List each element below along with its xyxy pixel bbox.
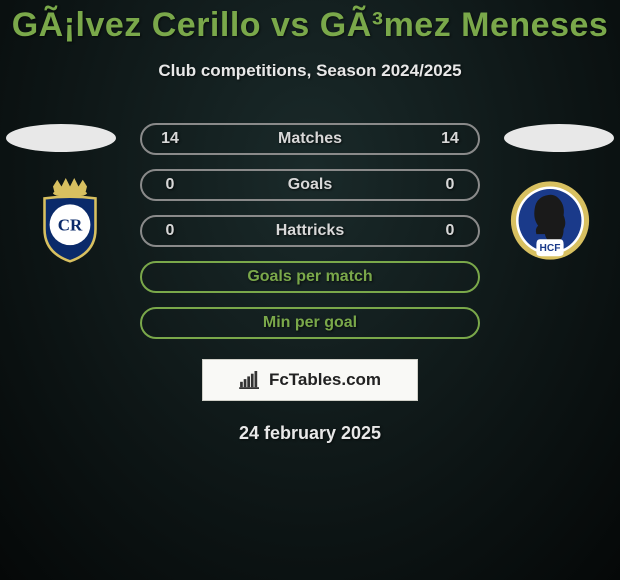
stat-right-value: 0 bbox=[436, 176, 464, 194]
brand-text: FcTables.com bbox=[269, 370, 381, 390]
infographic-container: GÃ¡lvez Cerillo vs GÃ³mez Meneses Club c… bbox=[0, 0, 620, 444]
stat-row-hattricks: 0 Hattricks 0 bbox=[140, 215, 480, 247]
stat-label: Hattricks bbox=[184, 222, 436, 240]
date-text: 24 february 2025 bbox=[0, 423, 620, 444]
stat-right-value: 14 bbox=[436, 130, 464, 148]
club-badge-left: CR bbox=[20, 178, 120, 263]
right-club-monogram: HCF bbox=[540, 243, 561, 254]
stat-label: Matches bbox=[184, 130, 436, 148]
stat-row-goals-per-match: Goals per match bbox=[140, 261, 480, 293]
stat-label: Goals per match bbox=[184, 268, 436, 286]
stat-row-matches: 14 Matches 14 bbox=[140, 123, 480, 155]
stat-label: Goals bbox=[184, 176, 436, 194]
club-badge-right: HCF bbox=[500, 178, 600, 263]
page-title: GÃ¡lvez Cerillo vs GÃ³mez Meneses bbox=[0, 6, 620, 45]
stat-left-value: 0 bbox=[156, 222, 184, 240]
stat-label: Min per goal bbox=[184, 314, 436, 332]
flag-oval-left bbox=[6, 124, 116, 152]
brand-box: FcTables.com bbox=[202, 359, 418, 401]
stat-row-goals: 0 Goals 0 bbox=[140, 169, 480, 201]
stat-left-value: 0 bbox=[156, 176, 184, 194]
left-club-monogram: CR bbox=[58, 216, 83, 235]
stat-left-value: 14 bbox=[156, 130, 184, 148]
subtitle: Club competitions, Season 2024/2025 bbox=[0, 61, 620, 81]
flag-oval-right bbox=[504, 124, 614, 152]
bar-chart-icon bbox=[239, 371, 261, 389]
stat-row-min-per-goal: Min per goal bbox=[140, 307, 480, 339]
stat-right-value: 0 bbox=[436, 222, 464, 240]
